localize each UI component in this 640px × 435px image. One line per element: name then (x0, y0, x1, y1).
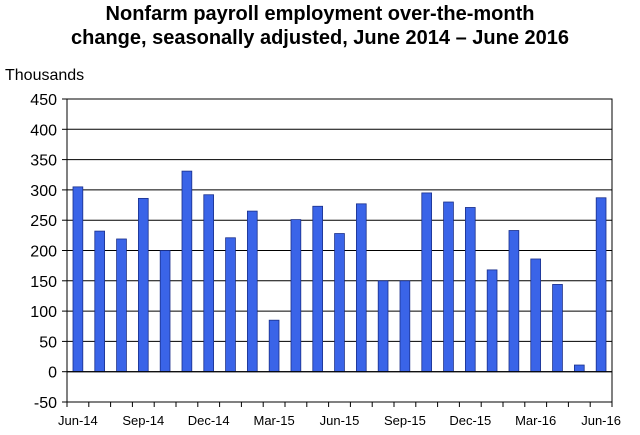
bar-mar-15 (268, 319, 280, 373)
x-tick-label: Jun-16 (581, 413, 621, 428)
bar-series (72, 170, 607, 373)
y-tick-label: 250 (30, 213, 57, 230)
bar-may-15 (312, 205, 324, 373)
x-tick-label: Mar-15 (254, 413, 295, 428)
chart-title-line-2: change, seasonally adjusted, June 2014 –… (70, 27, 570, 49)
y-axis-ticks: -50 0 50 100 150 200 250 300 350 400 450 (30, 92, 67, 412)
bar-nov-15 (443, 201, 454, 373)
y-tick-label: 100 (30, 304, 57, 321)
bar-aug-15 (377, 280, 389, 373)
bar-mar-16 (530, 258, 542, 373)
bar-aug-14 (116, 238, 127, 373)
y-tick-label: 300 (30, 183, 57, 200)
bar-jun-15 (334, 233, 345, 373)
bar-dec-14 (203, 194, 215, 373)
bar-jun-16 (595, 197, 607, 373)
bar-may-16 (573, 364, 585, 373)
bar-feb-15 (246, 210, 258, 373)
x-tick-label: Jun-14 (58, 413, 98, 428)
bar-apr-15 (290, 219, 302, 373)
bar-dec-15 (464, 207, 476, 373)
y-axis-unit-label: Thousands (5, 67, 84, 84)
y-tick-label: 400 (30, 122, 57, 139)
y-tick-label: 50 (39, 334, 57, 351)
x-tick-label: Mar-16 (515, 413, 556, 428)
x-axis-ticks: Jun-14 Sep-14 Dec-14 Mar-15 Jun-15 Sep-15 Dec-… (58, 402, 621, 428)
bar-oct-14 (159, 250, 171, 373)
x-tick-label: Dec-15 (449, 413, 491, 428)
bar-feb-16 (508, 230, 520, 373)
bar-jul-15 (355, 203, 367, 373)
x-tick-label: Dec-14 (188, 413, 230, 428)
y-tick-label: 0 (48, 365, 57, 382)
chart-title-line-1: Nonfarm payroll employment over-the-mont… (105, 3, 535, 25)
bar-apr-16 (552, 284, 563, 373)
bar-jul-14 (94, 230, 106, 373)
y-tick-label: 350 (30, 153, 57, 170)
bar-sep-15 (399, 280, 411, 373)
bar-oct-15 (421, 192, 433, 373)
y-tick-label: 450 (30, 92, 57, 109)
bar-jan-16 (486, 269, 498, 373)
chart-title: Nonfarm payroll employment over-the-mont… (0, 2, 640, 50)
y-tick-label: 150 (30, 274, 57, 291)
x-tick-label: Sep-14 (122, 413, 164, 428)
bar-sep-14 (137, 197, 149, 373)
x-tick-label: Sep-15 (384, 413, 426, 428)
y-tick-label: -50 (34, 395, 57, 412)
y-tick-label: 200 (30, 244, 57, 261)
bar-nov-14 (181, 170, 193, 373)
x-tick-label: Jun-15 (320, 413, 360, 428)
bar-jun-14 (72, 186, 84, 373)
bar-jan-15 (225, 237, 236, 373)
